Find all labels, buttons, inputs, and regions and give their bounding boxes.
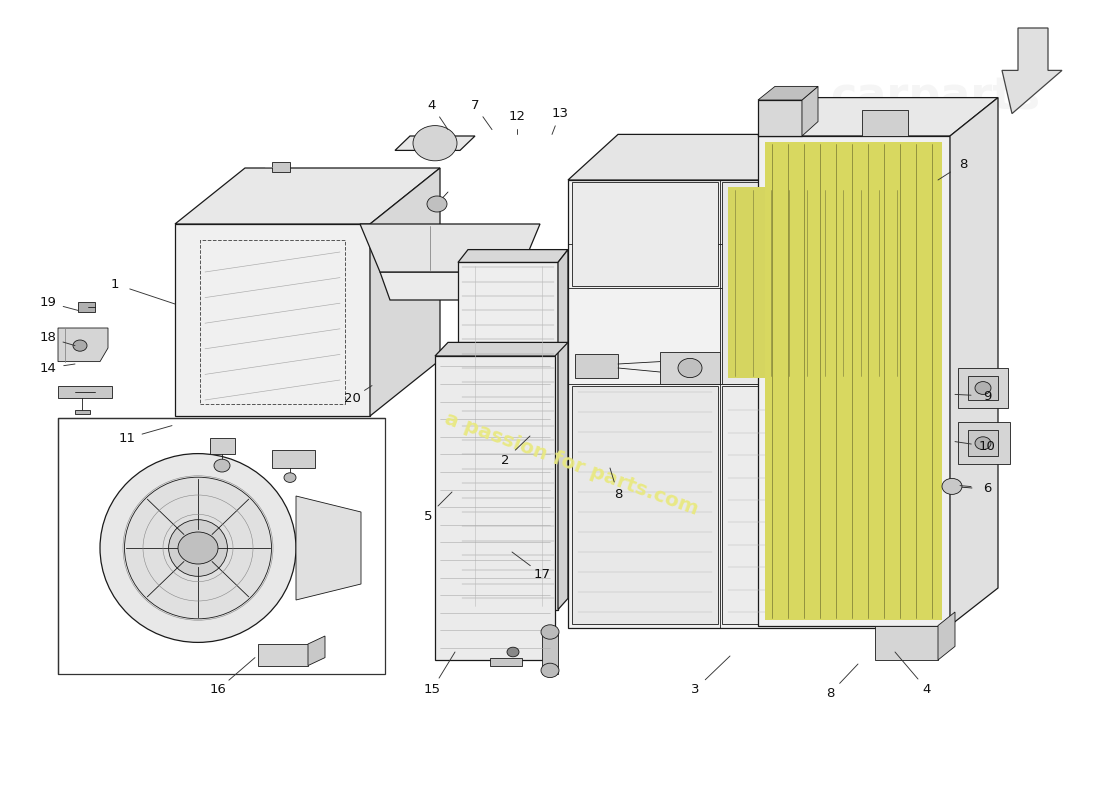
Polygon shape [660,352,720,384]
Circle shape [975,382,991,394]
Polygon shape [75,410,90,414]
Circle shape [507,647,519,657]
Text: 17: 17 [534,568,550,581]
Polygon shape [370,168,440,416]
Circle shape [427,196,447,212]
Text: a passion for parts.com: a passion for parts.com [442,409,702,519]
Text: 13: 13 [551,107,569,120]
Text: 8: 8 [826,687,834,700]
Polygon shape [175,224,370,416]
Polygon shape [78,302,95,312]
Circle shape [284,473,296,482]
Polygon shape [458,262,558,610]
Polygon shape [728,187,912,378]
Polygon shape [210,438,235,454]
Polygon shape [395,136,475,150]
Circle shape [942,478,962,494]
Text: 9: 9 [982,390,991,402]
Polygon shape [958,368,1008,408]
Circle shape [73,340,87,351]
Text: 11: 11 [119,432,135,445]
Polygon shape [572,182,718,286]
Polygon shape [758,98,998,136]
Circle shape [412,126,456,161]
Circle shape [541,663,559,678]
Text: 7: 7 [471,99,480,112]
Text: 2: 2 [500,454,509,466]
Polygon shape [968,430,998,456]
Polygon shape [802,86,818,136]
Polygon shape [258,644,308,666]
Text: 20: 20 [343,392,361,405]
Circle shape [975,437,991,450]
Polygon shape [938,612,955,660]
Polygon shape [568,134,968,180]
Text: 19: 19 [40,296,56,309]
Polygon shape [958,422,1010,464]
Text: 10: 10 [979,440,996,453]
Polygon shape [862,110,907,136]
Ellipse shape [124,477,272,619]
Ellipse shape [168,520,228,576]
Polygon shape [272,450,315,468]
Polygon shape [379,272,520,300]
Circle shape [541,625,559,639]
Polygon shape [458,250,568,262]
Polygon shape [296,496,361,600]
Polygon shape [764,142,942,620]
Polygon shape [1002,28,1062,114]
Polygon shape [58,386,112,398]
Polygon shape [758,136,950,626]
Polygon shape [572,386,718,624]
Polygon shape [434,342,568,356]
Text: 14: 14 [40,362,56,374]
Text: carparts: carparts [830,74,1040,118]
Text: 6: 6 [982,482,991,494]
Text: 15: 15 [424,683,440,696]
Text: 3: 3 [691,683,700,696]
Polygon shape [568,180,920,628]
Text: 4: 4 [923,683,932,696]
Text: 8: 8 [614,488,623,501]
Text: 4: 4 [428,99,437,112]
Polygon shape [920,134,968,628]
Polygon shape [722,182,918,384]
Circle shape [214,459,230,472]
Polygon shape [272,162,290,172]
Bar [542,632,558,674]
Text: 1: 1 [111,278,119,290]
Text: 12: 12 [508,110,526,122]
Text: 5: 5 [424,510,432,522]
Polygon shape [360,224,540,272]
Text: 8: 8 [959,158,967,170]
Polygon shape [58,328,108,362]
Polygon shape [558,250,568,610]
Circle shape [678,358,702,378]
Text: 16: 16 [210,683,227,696]
Ellipse shape [100,454,296,642]
Polygon shape [968,376,998,400]
Polygon shape [490,658,522,666]
Polygon shape [758,86,818,100]
Circle shape [178,532,218,564]
Polygon shape [950,98,998,626]
Polygon shape [874,626,938,660]
Polygon shape [175,168,440,224]
Polygon shape [575,354,618,378]
Polygon shape [758,100,802,136]
Text: 18: 18 [40,331,56,344]
Polygon shape [722,386,918,624]
Polygon shape [308,636,324,666]
Polygon shape [434,356,556,660]
